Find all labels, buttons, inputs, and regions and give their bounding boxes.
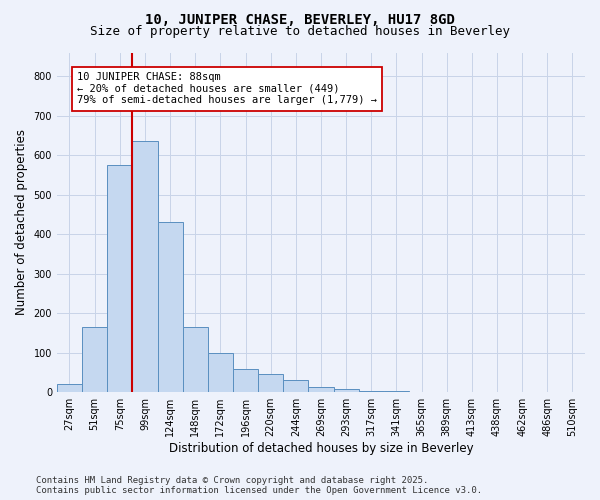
Text: 10 JUNIPER CHASE: 88sqm
← 20% of detached houses are smaller (449)
79% of semi-d: 10 JUNIPER CHASE: 88sqm ← 20% of detache… bbox=[77, 72, 377, 106]
Bar bbox=[158, 222, 182, 392]
Bar bbox=[57, 384, 82, 392]
X-axis label: Distribution of detached houses by size in Beverley: Distribution of detached houses by size … bbox=[169, 442, 473, 455]
Bar bbox=[283, 380, 308, 392]
Text: 10, JUNIPER CHASE, BEVERLEY, HU17 8GD: 10, JUNIPER CHASE, BEVERLEY, HU17 8GD bbox=[145, 12, 455, 26]
Text: Contains HM Land Registry data © Crown copyright and database right 2025.
Contai: Contains HM Land Registry data © Crown c… bbox=[36, 476, 482, 495]
Text: Size of property relative to detached houses in Beverley: Size of property relative to detached ho… bbox=[90, 25, 510, 38]
Bar bbox=[133, 142, 158, 392]
Bar bbox=[334, 390, 359, 392]
Bar bbox=[107, 165, 133, 392]
Bar bbox=[182, 327, 208, 392]
Bar bbox=[308, 388, 334, 392]
Bar bbox=[359, 390, 384, 392]
Bar bbox=[208, 352, 233, 392]
Bar bbox=[233, 368, 258, 392]
Bar bbox=[82, 327, 107, 392]
Bar bbox=[258, 374, 283, 392]
Y-axis label: Number of detached properties: Number of detached properties bbox=[15, 130, 28, 316]
